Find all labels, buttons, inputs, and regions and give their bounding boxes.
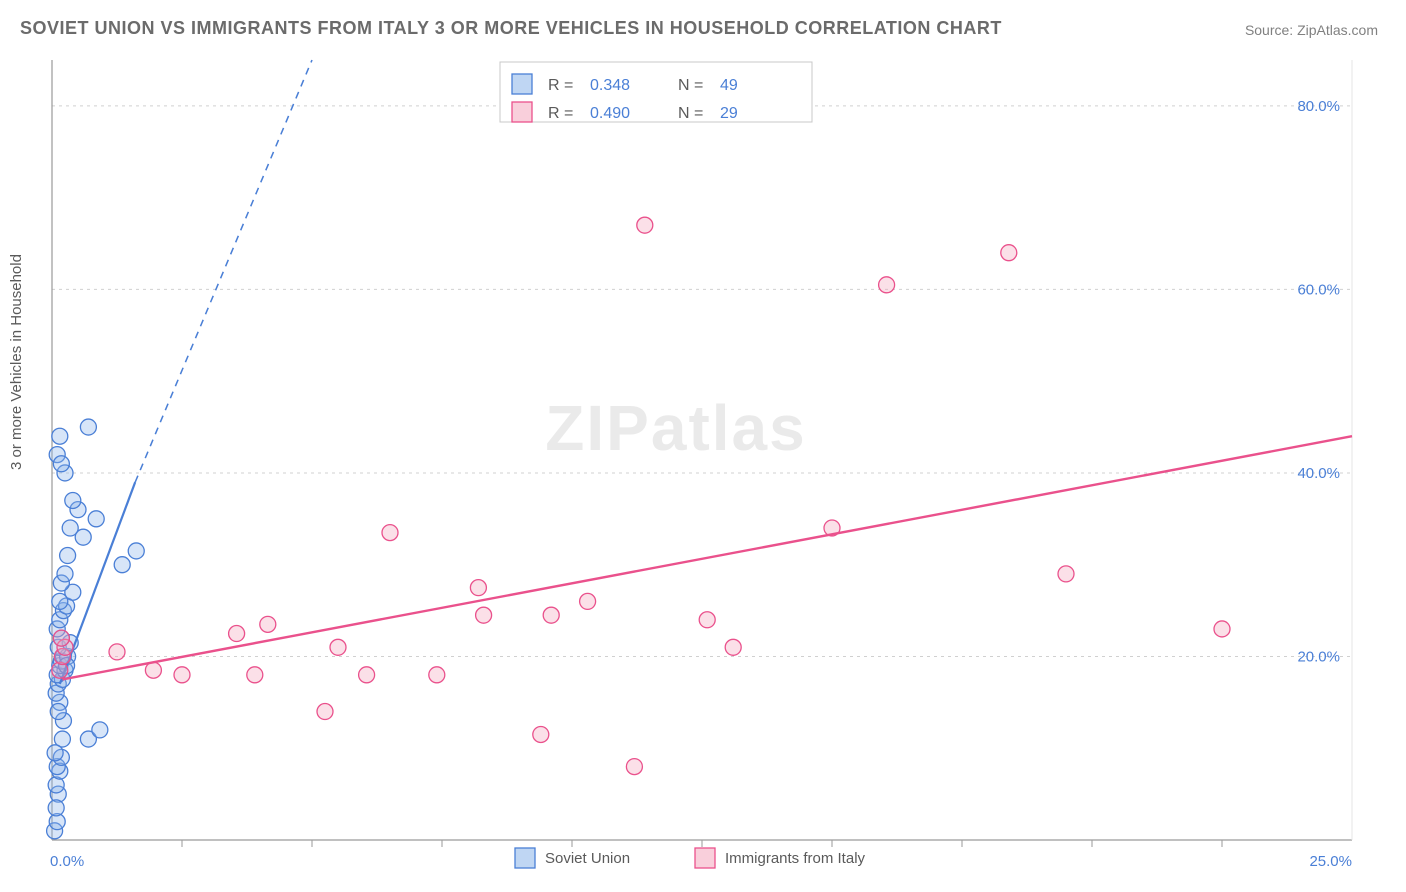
x-end-label: 25.0%: [1309, 853, 1352, 870]
legend-n-label: N =: [678, 77, 703, 94]
data-point-soviet: [88, 511, 104, 527]
legend-swatch: [512, 74, 532, 94]
legend-n-label: N =: [678, 105, 703, 122]
chart-container: 3 or more Vehicles in Household 20.0% 40.…: [0, 50, 1406, 892]
y-tick-label: 80.0%: [1297, 98, 1340, 115]
legend-r-label: R =: [548, 77, 573, 94]
legend-r-value: 0.348: [590, 77, 630, 94]
data-point-soviet: [52, 428, 68, 444]
data-point-italy: [109, 644, 125, 660]
data-point-soviet: [62, 520, 78, 536]
legend-swatch: [512, 102, 532, 122]
data-point-soviet: [92, 722, 108, 738]
data-point-soviet: [57, 566, 73, 582]
legend-swatch: [515, 848, 535, 868]
data-point-italy: [174, 667, 190, 683]
y-tick-label: 60.0%: [1297, 281, 1340, 298]
data-point-italy: [580, 593, 596, 609]
data-point-italy: [229, 626, 245, 642]
data-point-italy: [53, 630, 69, 646]
watermark: ZIPatlas: [545, 392, 806, 464]
legend-r-value: 0.490: [590, 105, 630, 122]
data-point-soviet: [48, 800, 64, 816]
data-point-italy: [382, 525, 398, 541]
data-point-italy: [470, 580, 486, 596]
y-axis-label: 3 or more Vehicles in Household: [8, 254, 25, 470]
data-point-italy: [429, 667, 445, 683]
data-point-italy: [476, 607, 492, 623]
data-point-italy: [145, 662, 161, 678]
data-point-italy: [317, 704, 333, 720]
legend-r-label: R =: [548, 105, 573, 122]
x-origin-label: 0.0%: [50, 853, 84, 870]
legend-series-label: Soviet Union: [545, 850, 630, 867]
data-point-italy: [260, 616, 276, 632]
source-attribution: Source: ZipAtlas.com: [1245, 22, 1378, 38]
data-point-soviet: [50, 704, 66, 720]
data-point-italy: [879, 277, 895, 293]
data-point-italy: [1214, 621, 1230, 637]
legend-swatch: [695, 848, 715, 868]
legend-series-label: Immigrants from Italy: [725, 850, 866, 867]
data-point-soviet: [114, 557, 130, 573]
data-point-soviet: [60, 548, 76, 564]
legend-n-value: 49: [720, 77, 738, 94]
data-point-italy: [725, 639, 741, 655]
data-point-italy: [533, 726, 549, 742]
chart-title: SOVIET UNION VS IMMIGRANTS FROM ITALY 3 …: [20, 18, 1002, 39]
data-point-italy: [359, 667, 375, 683]
data-point-italy: [330, 639, 346, 655]
data-point-soviet: [47, 745, 63, 761]
series-legend: Soviet Union Immigrants from Italy: [515, 848, 866, 868]
y-tick-label: 40.0%: [1297, 465, 1340, 482]
data-point-soviet: [80, 419, 96, 435]
data-point-soviet: [53, 456, 69, 472]
scatter-chart: 20.0% 40.0% 60.0% 80.0% ZIPatlas 0.0% 25.0% R =…: [0, 50, 1406, 892]
data-point-soviet: [65, 492, 81, 508]
data-point-italy: [1058, 566, 1074, 582]
legend-n-value: 29: [720, 105, 738, 122]
data-point-italy: [637, 217, 653, 233]
data-point-italy: [626, 759, 642, 775]
data-point-italy: [543, 607, 559, 623]
data-point-italy: [699, 612, 715, 628]
data-point-italy: [247, 667, 263, 683]
correlation-legend: [500, 62, 812, 122]
y-tick-label: 20.0%: [1297, 648, 1340, 665]
data-point-soviet: [128, 543, 144, 559]
trend-line-dashed-soviet: [135, 60, 312, 482]
data-point-italy: [1001, 245, 1017, 261]
